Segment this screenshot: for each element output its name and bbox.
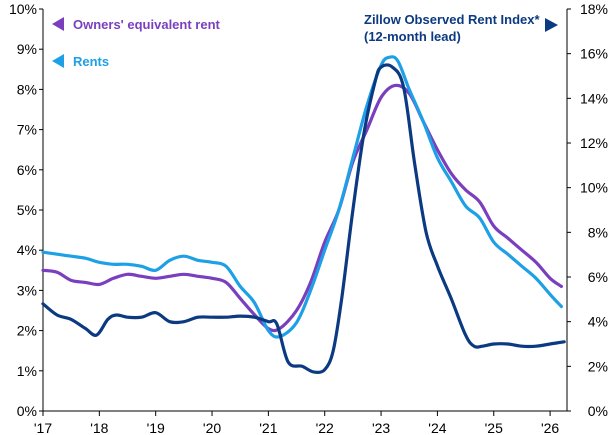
- legend-label-rents: Rents: [73, 54, 109, 69]
- y-right-tick-label: 2%: [588, 358, 608, 374]
- x-tick-label: '19: [147, 420, 165, 435]
- x-tick-label: '25: [485, 420, 503, 435]
- y-right-tick-label: 12%: [580, 135, 608, 151]
- legend-marker-rents: [52, 54, 64, 68]
- y-left-tick-label: 1%: [17, 363, 37, 379]
- y-left-tick-label: 7%: [17, 122, 37, 138]
- y-left-tick-label: 9%: [17, 41, 37, 57]
- x-tick-label: '20: [203, 420, 221, 435]
- series-line-rents: [41, 55, 563, 339]
- axes: 0% 1% 2% 3% 4% 5% 6% 7% 8% 9% 10% 0% 2% 4% 6% 8% 10% 12% 1…: [9, 1, 608, 435]
- y-left-tick-label: 10%: [9, 1, 37, 17]
- series-lines: [41, 55, 566, 374]
- series-line-oer: [41, 83, 563, 333]
- y-right-tick-label: 14%: [580, 90, 608, 106]
- y-right-tick-label: 16%: [580, 46, 608, 62]
- y-left-tick-label: 6%: [17, 162, 37, 178]
- y-left-tick-label: 3%: [17, 282, 37, 298]
- y-right-tick-label: 8%: [588, 224, 608, 240]
- y-right-tick-label: 4%: [588, 314, 608, 330]
- legend-label-zori-lead: (12-month lead): [364, 29, 461, 44]
- y-right-tick-label: 0%: [588, 403, 608, 419]
- legend-marker-oer: [52, 17, 64, 31]
- x-tick-label: '23: [372, 420, 390, 435]
- legend-label-oer: Owners' equivalent rent: [73, 17, 221, 32]
- x-tick-label: '21: [259, 420, 277, 435]
- x-tick-label: '22: [316, 420, 334, 435]
- x-tick-label: '26: [541, 420, 559, 435]
- legend: Owners' equivalent rent Rents Zillow Obs…: [52, 12, 558, 69]
- y-right-tick-label: 6%: [588, 269, 608, 285]
- y-left-tick-label: 4%: [17, 242, 37, 258]
- y-right-tick-label: 10%: [580, 180, 608, 196]
- legend-marker-zori: [545, 18, 558, 32]
- x-tick-label: '17: [34, 420, 52, 435]
- y-left-tick-label: 5%: [17, 202, 37, 218]
- x-tick-label: '18: [90, 420, 108, 435]
- series-line-zori: [41, 63, 566, 374]
- y-left-tick-label: 0%: [17, 403, 37, 419]
- y-left-tick-label: 2%: [17, 323, 37, 339]
- y-left-tick-label: 8%: [17, 81, 37, 97]
- x-tick-label: '24: [428, 420, 446, 435]
- legend-label-zori: Zillow Observed Rent Index*: [364, 12, 540, 27]
- y-right-tick-label: 18%: [580, 1, 608, 17]
